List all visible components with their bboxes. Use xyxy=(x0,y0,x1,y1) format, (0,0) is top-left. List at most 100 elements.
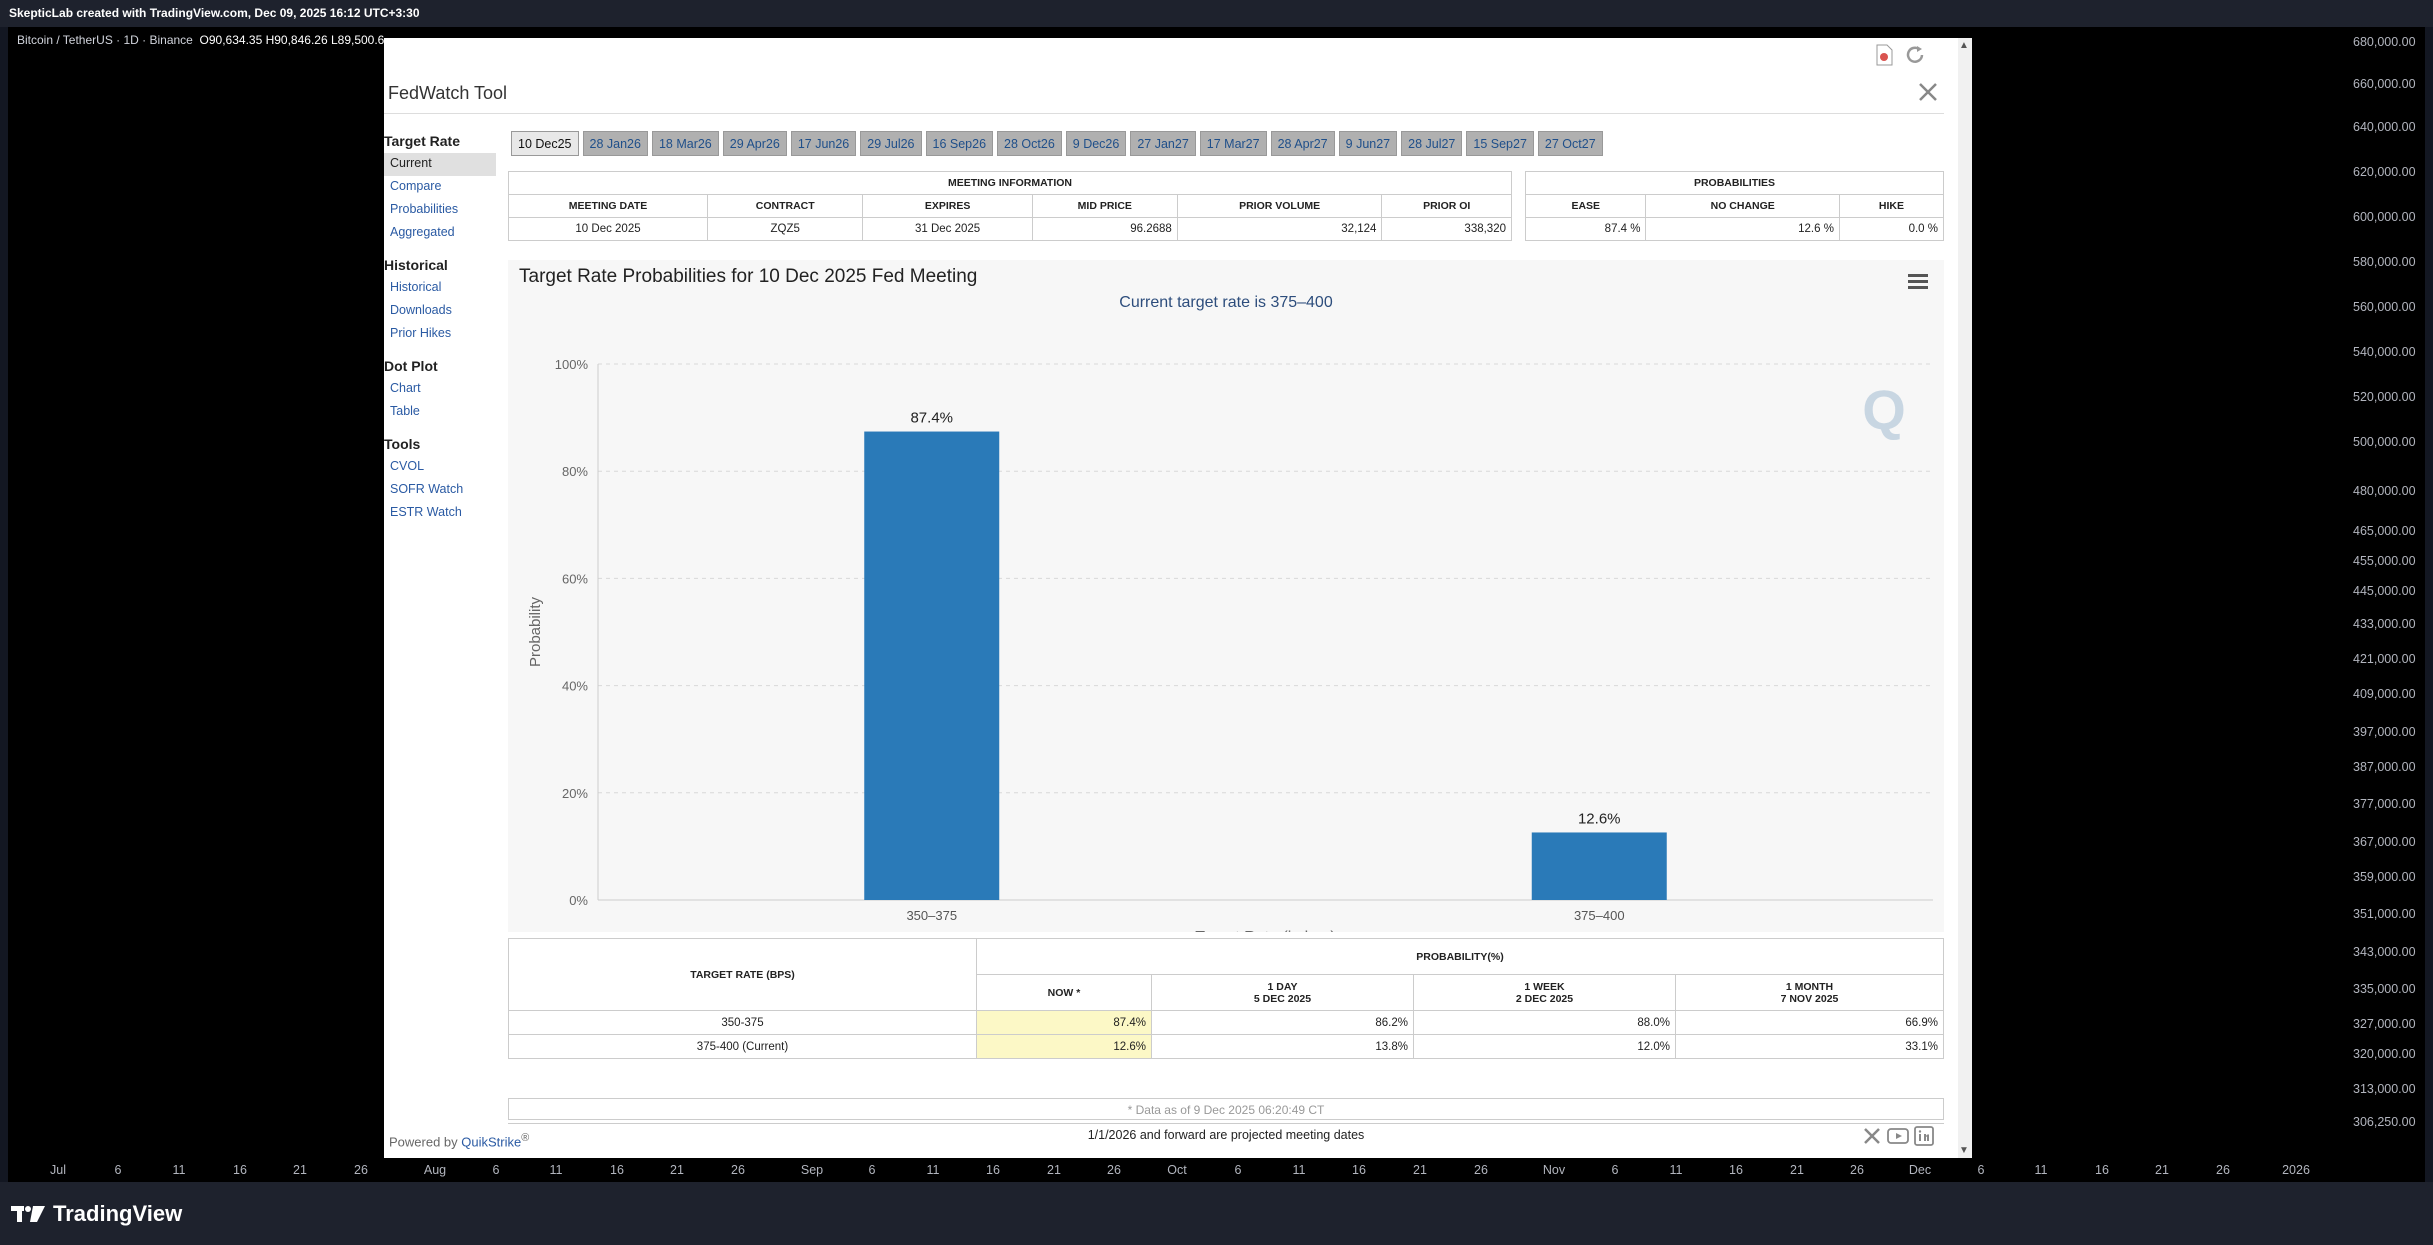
meeting-date-header: MEETING DATE xyxy=(507,194,709,218)
scroll-up-icon[interactable]: ▲ xyxy=(1959,40,1969,51)
tab-meeting-27-oct27[interactable]: 27 Oct27 xyxy=(1537,131,1603,156)
prior-oi-header: PRIOR OI xyxy=(1381,194,1512,218)
nav-item-probabilities[interactable]: Probabilities xyxy=(390,202,459,216)
price-axis-label: 680,000.00 xyxy=(2353,35,2416,49)
nav-item-table[interactable]: Table xyxy=(390,404,420,418)
tab-meeting-28-jul27[interactable]: 28 Jul27 xyxy=(1401,131,1463,156)
nav-item-compare[interactable]: Compare xyxy=(390,179,442,193)
one-day-cell: 86.2% xyxy=(1151,1010,1414,1035)
table-row: 375-400 (Current) 12.6% 13.8% 12.0% 33.1… xyxy=(508,1034,1944,1059)
quikstrike-watermark-icon: Q xyxy=(1862,378,1906,441)
scroll-down-icon[interactable]: ▼ xyxy=(1959,1145,1969,1156)
tab-meeting-9-jun27[interactable]: 9 Jun27 xyxy=(1338,131,1398,156)
one-week-cell: 88.0% xyxy=(1413,1010,1676,1035)
nav-item-aggregated[interactable]: Aggregated xyxy=(390,225,455,239)
tab-meeting-15-sep27[interactable]: 15 Sep27 xyxy=(1466,131,1534,156)
tv-symbol: Bitcoin / TetherUS · 1D · Binance xyxy=(17,33,193,47)
nav-item-estr-watch[interactable]: ESTR Watch xyxy=(390,505,462,519)
tab-meeting-10-dec25[interactable]: 10 Dec25 xyxy=(511,131,579,156)
panel-header xyxy=(384,74,1944,114)
quikstrike-link[interactable]: QuikStrike xyxy=(461,1134,522,1150)
time-axis-label: 6 xyxy=(114,1163,122,1177)
tv-logo: TradingView xyxy=(11,1201,182,1227)
price-axis-label: 480,000.00 xyxy=(2353,484,2416,498)
now-header: NOW * xyxy=(976,974,1152,1011)
tv-symbol-line: Bitcoin / TetherUS · 1D · Binance O90,63… xyxy=(17,33,384,47)
price-axis-label: 327,000.00 xyxy=(2353,1017,2416,1031)
tab-meeting-29-jul26[interactable]: 29 Jul26 xyxy=(860,131,922,156)
youtube-icon[interactable] xyxy=(1887,1126,1909,1146)
no-change-value: 12.6 % xyxy=(1645,217,1840,241)
tab-meeting-29-apr26[interactable]: 29 Apr26 xyxy=(722,131,787,156)
price-axis-label: 306,250.00 xyxy=(2353,1115,2416,1129)
tab-meeting-9-dec26[interactable]: 9 Dec26 xyxy=(1065,131,1127,156)
y-tick-label: 0% xyxy=(569,893,588,908)
one-day-header: 1 DAY 5 DEC 2025 xyxy=(1151,974,1414,1011)
tab-meeting-18-mar26[interactable]: 18 Mar26 xyxy=(651,131,719,156)
x-icon[interactable] xyxy=(1862,1126,1882,1146)
time-axis-label: 16 xyxy=(2095,1163,2109,1177)
refresh-icon[interactable] xyxy=(1904,44,1926,66)
time-axis-label: 21 xyxy=(1413,1163,1427,1177)
one-month-header: 1 MONTH 7 NOV 2025 xyxy=(1675,974,1944,1011)
tv-price-axis[interactable]: 680,000.00 660,000.00 640,000.00 620,000.00… xyxy=(2340,27,2433,1182)
time-axis-label: Dec xyxy=(1908,1163,1932,1177)
nav-item-current[interactable]: Current xyxy=(384,153,496,176)
target-rate-header: TARGET RATE (BPS) xyxy=(508,938,977,1011)
tv-time-axis[interactable]: Jul 6 11 16 21 26 Aug 6 11 16 21 26 Sep 6 11 16 21 26 Oct 6… xyxy=(8,1158,2338,1182)
price-axis-label: 387,000.00 xyxy=(2353,760,2416,774)
time-axis-label: 21 xyxy=(2155,1163,2169,1177)
price-axis-label: 433,000.00 xyxy=(2353,617,2416,631)
hike-header: HIKE xyxy=(1838,194,1945,218)
nav-item-chart[interactable]: Chart xyxy=(390,381,421,395)
tab-meeting-28-jan26[interactable]: 28 Jan26 xyxy=(582,131,648,156)
pdf-icon[interactable] xyxy=(1874,44,1894,66)
tab-meeting-16-sep26[interactable]: 16 Sep26 xyxy=(925,131,994,156)
tab-meeting-17-mar27[interactable]: 17 Mar27 xyxy=(1199,131,1267,156)
contract-value: ZQZ5 xyxy=(707,217,864,241)
panel-scrollbar[interactable]: ▲ ▼ xyxy=(1958,38,1972,1158)
time-axis-label: 11 xyxy=(172,1163,186,1177)
price-axis-label: 660,000.00 xyxy=(2353,77,2416,91)
time-axis-label: 26 xyxy=(1850,1163,1864,1177)
one-month-cell: 66.9% xyxy=(1675,1010,1944,1035)
price-axis-label: 313,000.00 xyxy=(2353,1082,2416,1096)
linkedin-icon[interactable] xyxy=(1914,1126,1934,1146)
nav-heading-historical: Historical xyxy=(384,257,448,273)
tab-meeting-27-jan27[interactable]: 27 Jan27 xyxy=(1130,131,1196,156)
meeting-info-table: MEETING INFORMATION MEETING DATE CONTRAC… xyxy=(507,171,1512,241)
nav-heading-tools: Tools xyxy=(384,436,421,452)
probabilities-heading: PROBABILITIES xyxy=(1525,171,1944,195)
one-week-cell: 12.0% xyxy=(1413,1034,1676,1059)
close-icon[interactable] xyxy=(1918,82,1938,108)
nav-item-downloads[interactable]: Downloads xyxy=(390,303,452,317)
nav-item-cvol[interactable]: CVOL xyxy=(390,459,425,473)
chart-menu-icon[interactable] xyxy=(1908,272,1928,295)
side-nav: Target Rate Current Compare Probabilities Ag… xyxy=(384,133,496,525)
time-axis-label: Oct xyxy=(1167,1163,1187,1177)
prior-volume-header: PRIOR VOLUME xyxy=(1176,194,1383,218)
tab-meeting-28-oct26[interactable]: 28 Oct26 xyxy=(997,131,1062,156)
powered-by: Powered by QuikStrike® xyxy=(389,1132,530,1150)
nav-item-historical[interactable]: Historical xyxy=(390,280,442,294)
price-axis-label: 465,000.00 xyxy=(2353,524,2416,538)
time-axis-label: 11 xyxy=(926,1163,940,1177)
price-axis-label: 335,000.00 xyxy=(2353,982,2416,996)
target-rate-table: TARGET RATE (BPS) PROBABILITY(%) NOW * 1… xyxy=(508,938,1944,1059)
bar xyxy=(1531,832,1667,900)
projected-dates-note: 1/1/2026 and forward are projected meeti… xyxy=(508,1123,1944,1145)
contract-header: CONTRACT xyxy=(707,194,864,218)
mid-price-header: MID PRICE xyxy=(1031,194,1178,218)
nav-item-prior-hikes[interactable]: Prior Hikes xyxy=(390,326,452,340)
meeting-tabs: 10 Dec25 28 Jan26 18 Mar26 29 Apr26 17 Jun26… xyxy=(511,131,1603,156)
time-axis-label: Nov xyxy=(1542,1163,1566,1177)
panel-title: FedWatch Tool xyxy=(388,83,508,103)
table-row: 350-375 87.4% 86.2% 88.0% 66.9% xyxy=(508,1010,1944,1035)
tab-meeting-17-jun26[interactable]: 17 Jun26 xyxy=(790,131,857,156)
one-day-cell: 13.8% xyxy=(1151,1034,1414,1059)
meeting-info-heading: MEETING INFORMATION xyxy=(508,171,1512,195)
tab-meeting-28-apr27[interactable]: 28 Apr27 xyxy=(1270,131,1335,156)
x-axis-label: Target Rate (in bps) xyxy=(1195,929,1336,932)
tv-header-bar: SkepticLab created with TradingView.com,… xyxy=(0,0,2433,27)
nav-item-sofr-watch[interactable]: SOFR Watch xyxy=(390,482,464,496)
